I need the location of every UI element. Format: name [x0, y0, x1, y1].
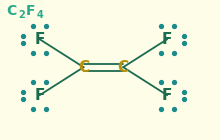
Text: 4: 4: [37, 10, 44, 20]
Text: F: F: [162, 88, 172, 103]
Text: C: C: [78, 60, 89, 75]
Text: C: C: [7, 4, 17, 18]
Text: F: F: [34, 32, 45, 47]
Text: F: F: [34, 88, 45, 103]
Text: F: F: [25, 4, 35, 18]
Text: 2: 2: [19, 10, 26, 20]
Text: F: F: [162, 32, 172, 47]
Text: C: C: [118, 60, 129, 75]
